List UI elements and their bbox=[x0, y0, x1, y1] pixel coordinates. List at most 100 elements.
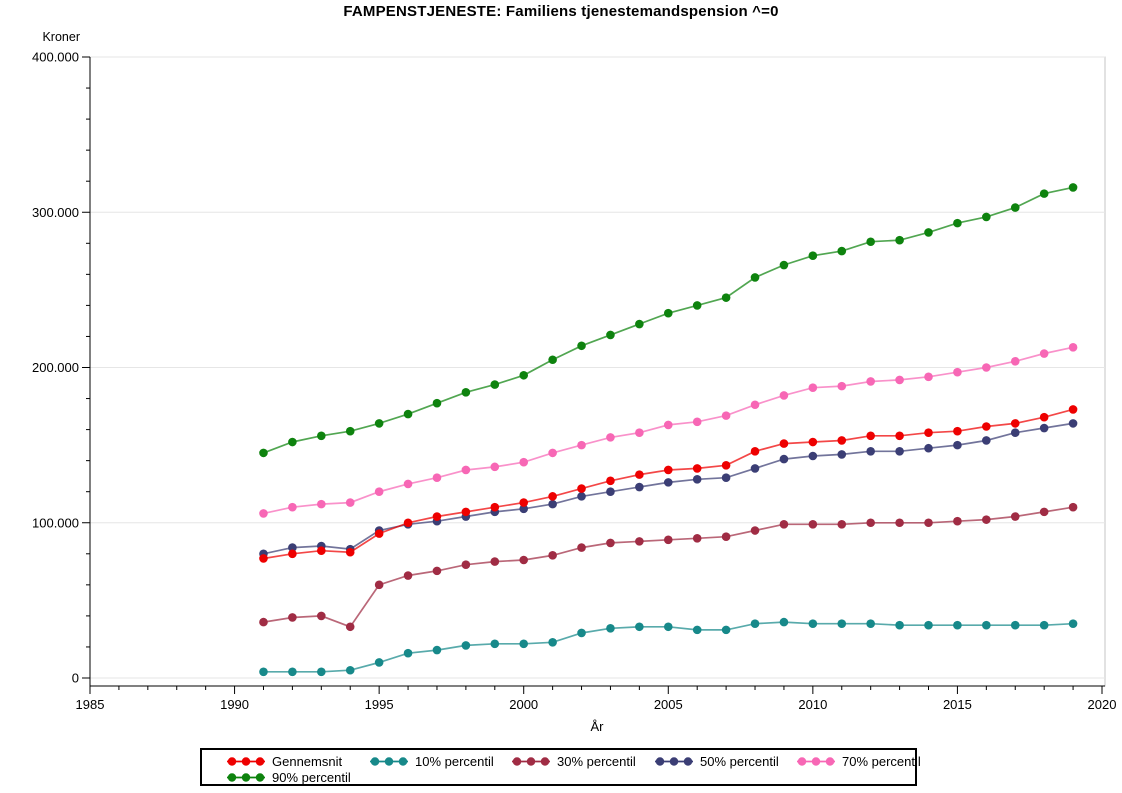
x-tick-label: 2015 bbox=[943, 697, 972, 712]
data-point-30-percentil bbox=[750, 526, 760, 535]
data-point-90-percentil bbox=[548, 355, 557, 365]
data-point-10-percentil bbox=[1010, 620, 1020, 630]
data-point-30-percentil bbox=[837, 520, 847, 529]
legend-marker-icon bbox=[655, 756, 693, 766]
data-point-gennemsnit bbox=[635, 470, 644, 479]
data-point-10-percentil bbox=[461, 641, 471, 650]
data-point-gennemsnit bbox=[953, 426, 962, 436]
data-point-90-percentil bbox=[606, 330, 615, 340]
data-point-10-percentil bbox=[317, 667, 326, 677]
y-tick-label: 200.000 bbox=[32, 360, 79, 375]
data-point-30-percentil bbox=[982, 515, 991, 524]
data-point-gennemsnit bbox=[895, 431, 904, 441]
data-point-50-percentil bbox=[1039, 423, 1049, 433]
legend-marker-icon bbox=[227, 773, 265, 782]
data-point-10-percentil bbox=[432, 645, 442, 655]
data-point-30-percentil bbox=[577, 543, 586, 552]
data-point-10-percentil bbox=[721, 625, 731, 635]
data-point-30-percentil bbox=[288, 613, 297, 622]
data-point-gennemsnit bbox=[259, 554, 268, 563]
data-point-50-percentil bbox=[721, 473, 731, 483]
data-point-10-percentil bbox=[953, 620, 962, 630]
x-tick-label: 2000 bbox=[509, 697, 538, 712]
data-point-50-percentil bbox=[779, 454, 789, 464]
data-point-50-percentil bbox=[577, 492, 586, 501]
data-point-90-percentil bbox=[866, 237, 875, 247]
data-point-50-percentil bbox=[895, 447, 904, 456]
data-point-30-percentil bbox=[374, 580, 384, 590]
data-point-30-percentil bbox=[721, 532, 731, 542]
data-point-90-percentil bbox=[490, 380, 500, 389]
data-point-10-percentil bbox=[750, 619, 760, 628]
data-point-gennemsnit bbox=[1039, 412, 1049, 422]
legend-label: 90% percentil bbox=[272, 770, 351, 785]
data-point-50-percentil bbox=[1068, 419, 1078, 428]
data-point-10-percentil bbox=[374, 658, 384, 667]
data-point-90-percentil bbox=[837, 246, 847, 256]
data-point-30-percentil bbox=[663, 535, 673, 545]
data-point-90-percentil bbox=[403, 409, 413, 419]
data-point-gennemsnit bbox=[866, 431, 875, 441]
data-point-10-percentil bbox=[779, 617, 789, 627]
data-point-gennemsnit bbox=[345, 547, 355, 557]
legend-label: 10% percentil bbox=[415, 753, 494, 769]
data-point-90-percentil bbox=[982, 212, 991, 222]
y-axis-title: Kroner bbox=[42, 30, 80, 44]
data-point-30-percentil bbox=[548, 551, 557, 560]
data-point-30-percentil bbox=[432, 566, 442, 576]
data-point-70-percentil bbox=[779, 391, 789, 400]
data-point-70-percentil bbox=[982, 363, 991, 372]
legend-label: 70% percentil bbox=[842, 753, 921, 769]
data-point-gennemsnit bbox=[808, 437, 818, 447]
y-tick-label: 100.000 bbox=[32, 515, 79, 530]
legend-marker-icon bbox=[797, 756, 835, 766]
data-point-70-percentil bbox=[837, 381, 847, 391]
data-point-gennemsnit bbox=[924, 428, 933, 438]
data-point-90-percentil bbox=[1068, 183, 1078, 192]
data-point-30-percentil bbox=[895, 518, 904, 528]
data-point-50-percentil bbox=[924, 443, 933, 453]
data-point-gennemsnit bbox=[577, 484, 586, 493]
data-point-gennemsnit bbox=[663, 465, 673, 475]
data-point-70-percentil bbox=[288, 502, 297, 512]
data-point-90-percentil bbox=[288, 437, 297, 447]
data-point-70-percentil bbox=[663, 420, 673, 430]
data-point-10-percentil bbox=[692, 625, 702, 635]
data-point-gennemsnit bbox=[519, 498, 529, 507]
data-point-90-percentil bbox=[432, 398, 442, 408]
x-tick-label: 2020 bbox=[1088, 697, 1117, 712]
data-point-gennemsnit bbox=[1010, 419, 1020, 428]
data-point-gennemsnit bbox=[461, 507, 471, 517]
data-point-90-percentil bbox=[1010, 203, 1020, 212]
data-point-90-percentil bbox=[895, 235, 904, 245]
data-point-70-percentil bbox=[953, 367, 962, 377]
data-point-10-percentil bbox=[345, 665, 355, 675]
data-point-90-percentil bbox=[721, 293, 731, 302]
legend-entry: 70% percentil bbox=[797, 753, 921, 769]
data-point-70-percentil bbox=[461, 465, 471, 475]
data-point-70-percentil bbox=[606, 433, 615, 442]
data-point-70-percentil bbox=[1068, 343, 1078, 352]
data-point-90-percentil bbox=[374, 419, 384, 428]
y-tick-label: 400.000 bbox=[32, 50, 79, 65]
data-point-90-percentil bbox=[924, 228, 933, 237]
data-point-50-percentil bbox=[866, 447, 875, 456]
data-point-90-percentil bbox=[317, 431, 326, 441]
data-point-10-percentil bbox=[663, 622, 673, 632]
data-point-gennemsnit bbox=[982, 422, 991, 431]
chart-title: FAMPENSTJENESTE: Familiens tjenestemands… bbox=[343, 3, 779, 20]
data-point-30-percentil bbox=[779, 520, 789, 529]
data-point-10-percentil bbox=[1039, 620, 1049, 630]
legend-label: Gennemsnit bbox=[272, 753, 343, 769]
legend-label: 30% percentil bbox=[557, 753, 636, 769]
data-point-50-percentil bbox=[953, 440, 962, 450]
data-point-70-percentil bbox=[1010, 356, 1020, 366]
data-point-10-percentil bbox=[606, 624, 615, 633]
data-point-30-percentil bbox=[403, 571, 413, 580]
legend-marker-icon bbox=[227, 756, 265, 766]
data-point-70-percentil bbox=[490, 462, 500, 472]
data-point-10-percentil bbox=[895, 620, 904, 630]
data-point-90-percentil bbox=[577, 341, 586, 351]
data-point-gennemsnit bbox=[288, 549, 297, 559]
data-point-70-percentil bbox=[750, 400, 760, 410]
